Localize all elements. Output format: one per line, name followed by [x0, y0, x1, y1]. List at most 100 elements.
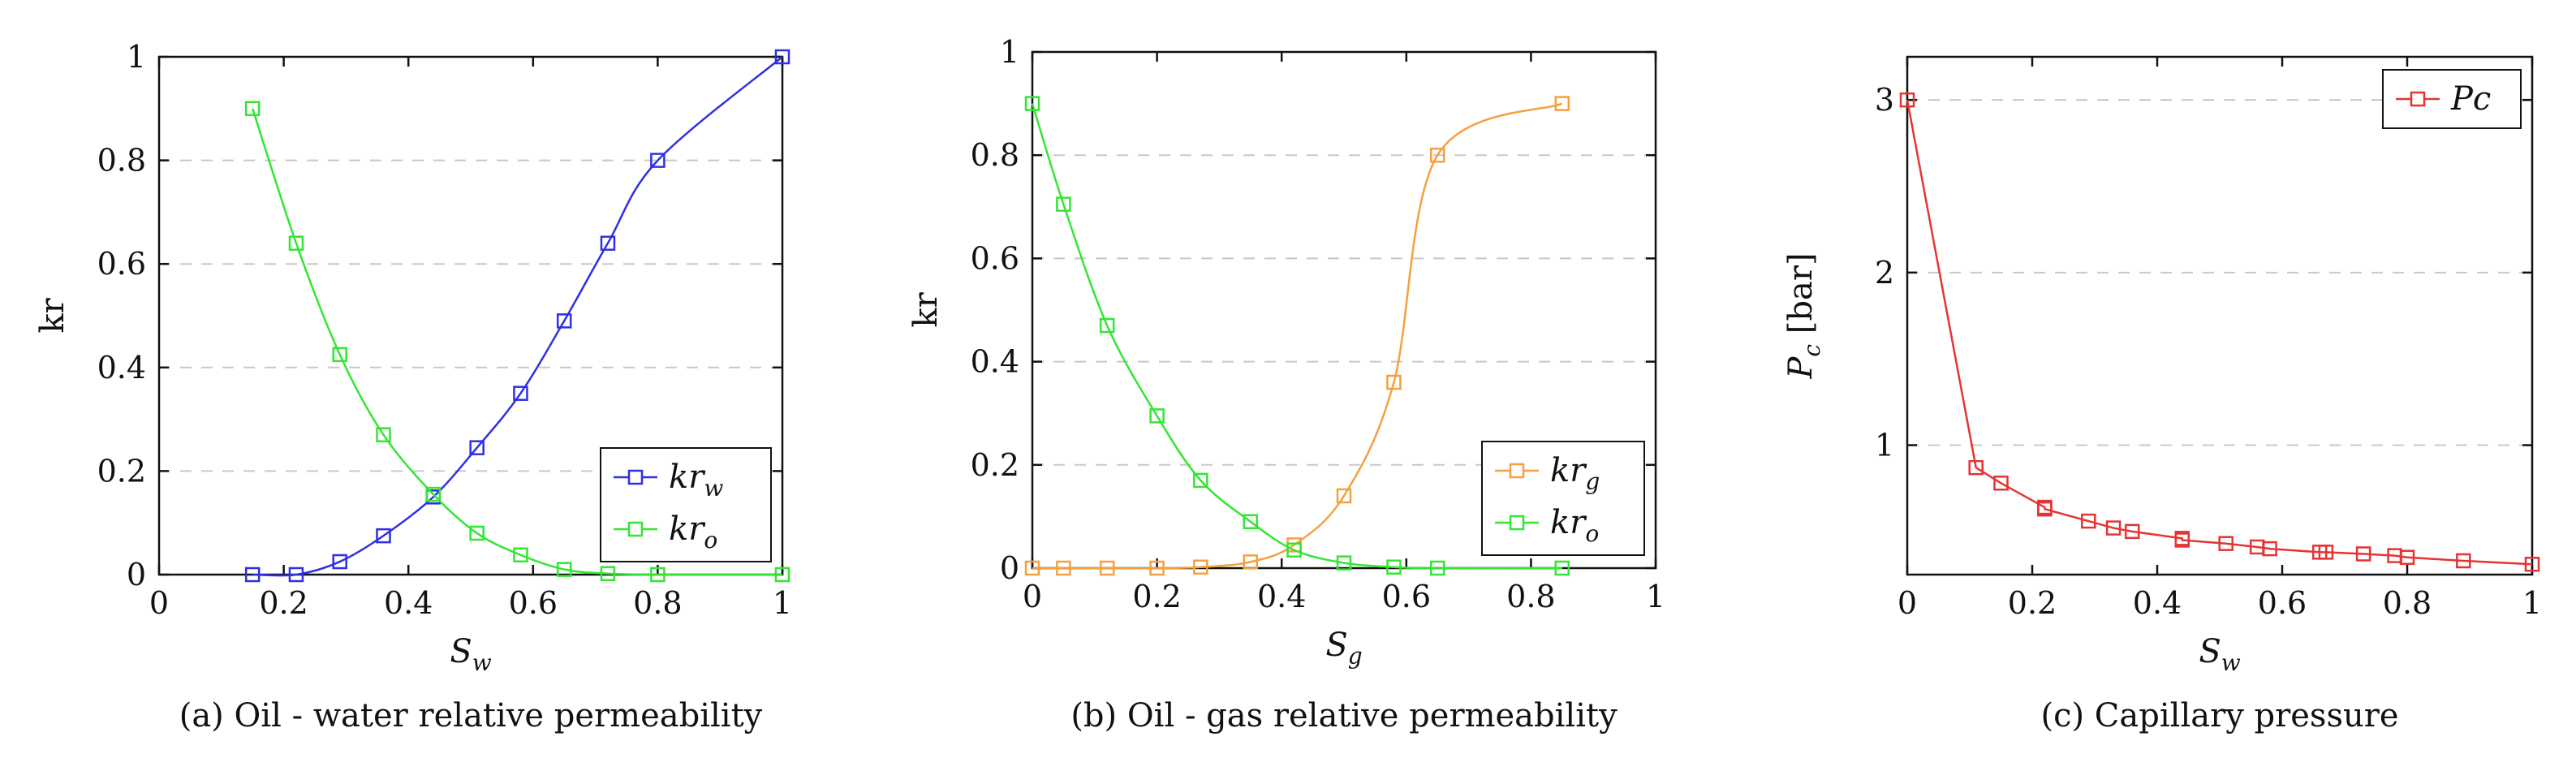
legend-box [1481, 441, 1645, 556]
data-point-kr_o [1024, 96, 1040, 111]
y-tick-label: 2 [1875, 255, 1894, 291]
x-tick-label: 0.2 [259, 585, 308, 621]
data-point-kr_o [774, 566, 790, 583]
data-point-Pc [2355, 546, 2371, 562]
y-axis-label-group: Pc [bar] [1782, 252, 1825, 379]
data-point-kr_g [1149, 560, 1165, 576]
y-axis-label-suffix: [bar] [1782, 252, 1820, 344]
data-point-kr_o [244, 101, 261, 117]
data-point-Pc [2081, 513, 2096, 529]
legend-marker-kr_g [1509, 463, 1525, 479]
data-point-kr_w [600, 235, 616, 251]
x-tick-label: 0.8 [1506, 579, 1555, 614]
data-point-kr_o [425, 486, 442, 502]
data-point-Pc [2318, 545, 2334, 560]
data-point-kr_w [244, 566, 261, 583]
y-axis-label: kr [34, 297, 71, 333]
x-tick-label: 1 [773, 585, 792, 621]
legend-label-kr_w-base: kr [669, 459, 706, 496]
y-tick-label: 3 [1875, 82, 1894, 118]
data-point-kr_o [1386, 559, 1402, 575]
y-tick-label: 0.2 [971, 447, 1019, 483]
y-axis-label-sub: c [1798, 344, 1825, 357]
data-point-kr_g [1386, 374, 1402, 390]
data-point-Pc [2262, 541, 2277, 557]
legend-label-kr_o: kro [669, 510, 717, 554]
legend-marker-Pc [2410, 91, 2426, 107]
y-axis-label-base: kr [907, 291, 945, 327]
y-axis-label: Pc [bar] [1782, 252, 1825, 379]
data-point-kr_o [1056, 196, 1071, 212]
x-axis-label: Sw [450, 633, 491, 676]
data-point-kr_o [1336, 555, 1352, 571]
legend-label-kr_o: kro [1550, 504, 1599, 547]
y-tick-label: 0.6 [971, 240, 1019, 276]
data-point-kr_o [332, 347, 347, 363]
series-line-Pc [1906, 99, 2533, 566]
y-axis-label: kr [907, 291, 945, 327]
y-tick-label: 1 [127, 39, 146, 75]
x-tick-label: 0.4 [2133, 585, 2182, 621]
x-tick-label: 0.6 [509, 585, 558, 621]
data-point-Pc [2124, 523, 2140, 540]
y-tick-label: 0.6 [97, 246, 146, 282]
legend-box [600, 447, 772, 562]
x-tick-label: 0.2 [2008, 585, 2057, 621]
legend-label-Pc: Pc [2450, 80, 2491, 118]
y-axis-label-base: P [1782, 356, 1820, 380]
y-tick-label: 1 [1875, 428, 1894, 463]
legend-label-kr_o-sub: o [704, 527, 717, 554]
data-point-kr_g [1099, 560, 1115, 576]
legend-label-Pc-base: Pc [2450, 80, 2491, 118]
legend-label-kr_g-base: kr [1550, 452, 1587, 489]
data-point-Pc [2399, 549, 2415, 565]
legend-label-kr_o-sub: o [1585, 520, 1599, 547]
x-tick-label: 0.4 [1257, 579, 1306, 614]
data-point-kr_o [376, 427, 391, 442]
x-axis-label-base: S [1325, 627, 1347, 664]
data-point-Pc [2218, 536, 2234, 551]
series-line-kr_o [252, 108, 783, 576]
legend-label-kr_w: krw [669, 459, 723, 502]
y-tick-label: 0.8 [971, 137, 1019, 173]
y-axis-label-group: kr [907, 291, 945, 327]
x-axis-label: Sw [2199, 633, 2240, 676]
data-point-Pc [2249, 539, 2265, 555]
data-point-kr_w [469, 440, 485, 455]
data-point-kr_g [1193, 559, 1208, 575]
legend-label-kr_o-base: kr [669, 510, 706, 548]
data-point-kr_w [513, 386, 528, 401]
series-line-kr_o [1031, 103, 1562, 570]
legend-label-kr_w-sub: w [704, 475, 723, 502]
data-point-kr_o [556, 562, 572, 577]
x-tick-label: 0 [1023, 579, 1042, 614]
x-axis-label-sub: g [1348, 643, 1363, 670]
data-point-kr_o [1243, 514, 1259, 530]
data-point-Pc [2524, 556, 2540, 572]
data-point-kr_w [288, 566, 304, 583]
data-point-Pc [2387, 548, 2402, 563]
x-axis-label-base: S [450, 633, 472, 670]
plot-frame [1906, 55, 2534, 576]
x-tick-label: 0.8 [633, 585, 682, 621]
data-point-Pc [1993, 476, 2009, 491]
legend-label-kr_o-base: kr [1550, 504, 1587, 541]
data-point-kr_o [1099, 317, 1115, 334]
data-point-kr_o [600, 566, 616, 581]
data-point-Pc [2037, 501, 2053, 517]
x-tick-label: 0.2 [1132, 579, 1181, 614]
data-point-Pc [2174, 532, 2190, 548]
data-point-Pc [1899, 92, 1915, 108]
data-point-kr_o [1193, 472, 1208, 489]
legend-marker-kr_o [1509, 515, 1525, 531]
data-point-kr_g [1554, 96, 1570, 111]
y-tick-label: 0.4 [97, 350, 146, 386]
y-axis-label-group: kr [34, 297, 71, 333]
legend-label-kr_g: krg [1550, 452, 1600, 495]
